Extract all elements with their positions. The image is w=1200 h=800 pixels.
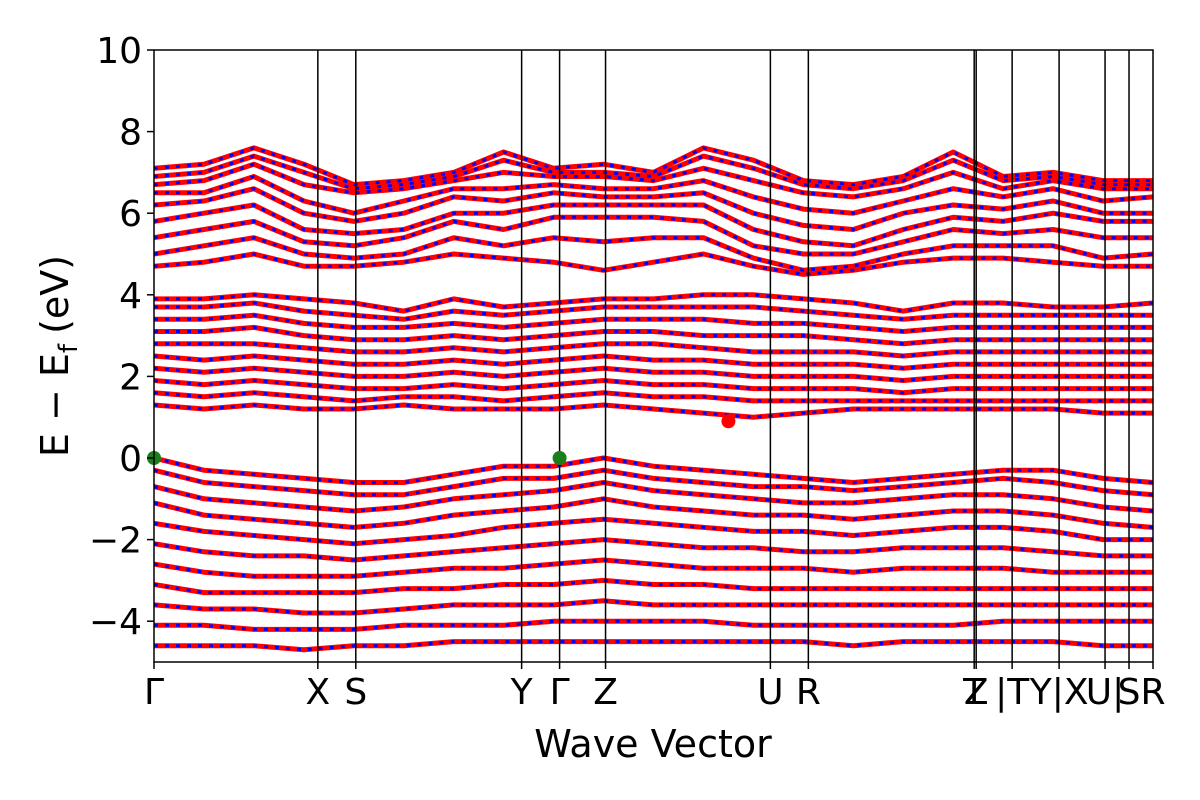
valence-band-7-spin-down [154, 558, 1153, 578]
band-edge-marker-3 [721, 414, 736, 429]
conduction-band-2-spin-down [154, 154, 1153, 191]
y-tick-label-8: 10 [96, 31, 142, 72]
mid-band-3-spin-down [154, 313, 1153, 333]
x-tick-label-13: U| [1086, 672, 1124, 713]
valence-band-11-spin-down [154, 640, 1153, 652]
valence-band-9-spin-down [154, 599, 1153, 615]
mid-band-1-spin-down [154, 293, 1153, 313]
x-tick-label-9: T [962, 672, 986, 713]
band-edge-marker-2 [552, 451, 567, 465]
x-tick-label-3: S [344, 672, 367, 713]
plot-background [154, 50, 1153, 662]
conduction-band-6-spin-up [154, 202, 1153, 249]
x-tick-label-10: Z [964, 672, 989, 713]
mid-band-9-spin-down [154, 391, 1153, 403]
y-tick-label-6: 6 [119, 194, 142, 235]
y-tick-label-5: 4 [119, 276, 142, 317]
conduction-band-8-spin-down [154, 236, 1153, 272]
bands-layer [154, 145, 1153, 653]
kpoint-lines [317, 50, 1130, 662]
x-tick-label-11: |T [995, 672, 1030, 713]
valence-band-8-spin-down [154, 578, 1153, 595]
mid-band-4-spin-down [154, 325, 1153, 346]
y-tick-label-2: −2 [89, 521, 142, 562]
valence-band-4-spin-down [154, 497, 1153, 529]
markers-layer [147, 414, 736, 465]
conduction-band-3-spin-down [154, 162, 1153, 199]
y-tick-label-4: 2 [119, 357, 142, 398]
y-axis-title: E − Ef (eV) [33, 255, 84, 457]
valence-band-10-spin-down [154, 619, 1153, 631]
x-tick-label-2: X [306, 672, 331, 713]
valence-band-3-spin-down [154, 481, 1153, 513]
x-tick-label-12: Y|X [1029, 672, 1089, 713]
conduction-band-9-spin-down [154, 252, 1153, 276]
x-tick-label-8: R [796, 672, 821, 713]
conduction-band-5-spin-up [154, 186, 1153, 232]
mid-band-10-spin-down [154, 403, 1153, 419]
valence-band-1-spin-down [154, 456, 1153, 484]
y-tick-label-3: 0 [119, 439, 142, 480]
y-axis-title-subscript: f [54, 343, 84, 353]
x-tick-label-14: S [1118, 672, 1141, 713]
y-axis: −4 −2 0 2 4 6 8 10 [89, 31, 154, 643]
x-tick-label-1: Γ [144, 672, 164, 713]
x-axis-title: Wave Vector [534, 722, 772, 766]
x-tick-label-4: Y [510, 672, 534, 713]
y-axis-title-main: E − E [33, 353, 77, 457]
x-tick-label-6: Z [593, 672, 618, 713]
y-axis-title-unit: (eV) [33, 255, 77, 334]
y-tick-label-7: 8 [119, 113, 142, 154]
conduction-band-1-spin-down [154, 146, 1153, 187]
mid-band-5-spin-down [154, 342, 1153, 358]
plot-frame [153, 49, 1154, 663]
x-tick-label-5: Γ [550, 672, 570, 713]
mid-band-6-spin-down [154, 354, 1153, 370]
mid-band-7-spin-down [154, 366, 1153, 382]
valence-band-2-spin-down [154, 468, 1153, 497]
conduction-band-4-spin-up [154, 174, 1153, 216]
x-tick-label-7: U [757, 672, 783, 713]
mid-band-2-spin-down [154, 301, 1153, 321]
y-tick-label-1: −4 [89, 602, 142, 643]
x-axis: Γ X S Y Γ Z U R TZ |T Y|XU|S R [144, 662, 1166, 713]
valence-band-5-spin-down [154, 517, 1153, 546]
x-tick-label-15: R [1140, 672, 1165, 713]
conduction-band-7-spin-up [154, 214, 1153, 257]
valence-band-6-spin-down [154, 538, 1153, 562]
mid-band-8-spin-down [154, 379, 1153, 395]
